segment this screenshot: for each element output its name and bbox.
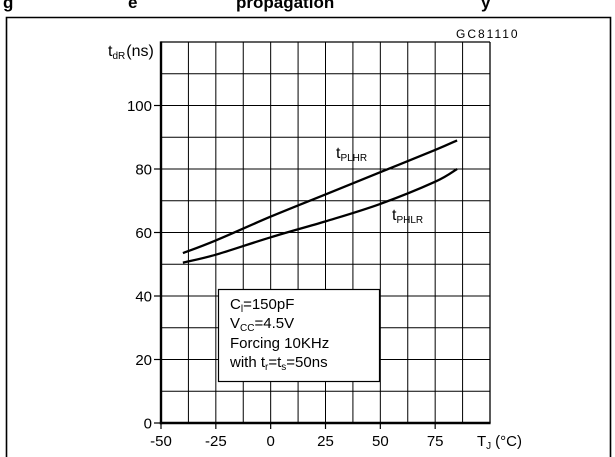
- condition-supply: VCC=4.5V: [230, 315, 294, 334]
- y-axis-subscript: dR: [112, 51, 125, 62]
- condition-edges: with tr=ts=50ns: [229, 354, 328, 373]
- x-tick-label: -50: [150, 433, 172, 450]
- series-label-subscript: PHLR: [396, 215, 423, 226]
- series-line-tplhr: [182, 139, 458, 255]
- y-tick-label: 80: [135, 162, 152, 179]
- supply-symbol: V: [230, 315, 240, 332]
- title-fragment: g: [3, 0, 14, 12]
- x-tick-label: 75: [427, 433, 444, 450]
- edges-prefix: with t: [229, 354, 266, 371]
- conditions-box-border: [217, 288, 381, 383]
- title-fragment: propagation: [236, 0, 335, 12]
- series-label-tplhr: tPLHR: [336, 145, 367, 164]
- x-axis-title: TJ (°C): [477, 433, 522, 452]
- edges-rise-subscript: r: [265, 362, 269, 373]
- x-axis-unit: (°C): [495, 433, 522, 450]
- edges-value: =50ns: [286, 354, 327, 371]
- figure-code: GC81110: [456, 27, 520, 41]
- y-tick-label: 60: [135, 225, 152, 242]
- figure-title-clipped: g e propagation y: [0, 0, 615, 14]
- edges-fall-subscript: s: [281, 362, 286, 373]
- x-tick-label: 25: [317, 433, 334, 450]
- condition-load: Cl=150pF: [230, 296, 294, 315]
- series-label-symbol: t: [392, 207, 397, 224]
- x-axis-ticks: -50 -25 0 25 50 75: [150, 423, 444, 450]
- series-lines: [182, 139, 458, 264]
- y-axis-symbol: t: [108, 43, 113, 60]
- series-label-subscript: PLHR: [340, 153, 367, 164]
- x-tick-label: 50: [372, 433, 389, 450]
- supply-subscript: CC: [240, 323, 254, 334]
- condition-forcing: Forcing 10KHz: [230, 335, 329, 352]
- series-line-tphlr: [182, 168, 458, 264]
- x-axis-subscript: J: [486, 441, 491, 452]
- series-label-tphlr: tPHLR: [392, 207, 423, 226]
- title-fragment: y: [481, 0, 491, 12]
- y-tick-label: 100: [127, 98, 152, 115]
- supply-value: =4.5V: [254, 315, 294, 332]
- y-tick-label: 0: [144, 416, 152, 433]
- load-subscript: l: [241, 304, 243, 315]
- series-label-symbol: t: [336, 145, 341, 162]
- title-fragment: e: [128, 0, 138, 12]
- figure-frame: [5, 16, 612, 457]
- x-tick-label: 0: [266, 433, 274, 450]
- edges-mid: =t: [268, 354, 282, 371]
- y-axis-unit: (ns): [126, 43, 154, 60]
- load-value: =150pF: [243, 296, 294, 313]
- y-axis-title: tdR(ns): [108, 43, 154, 62]
- y-axis-ticks: 0 20 40 60 80 100: [127, 98, 161, 433]
- x-tick-label: -25: [205, 433, 227, 450]
- y-tick-label: 20: [135, 352, 152, 369]
- load-symbol: C: [230, 296, 241, 313]
- x-axis-symbol: T: [477, 433, 486, 450]
- y-tick-label: 40: [135, 289, 152, 306]
- test-conditions-box: Cl=150pF VCC=4.5V Forcing 10KHz with tr=…: [217, 288, 381, 383]
